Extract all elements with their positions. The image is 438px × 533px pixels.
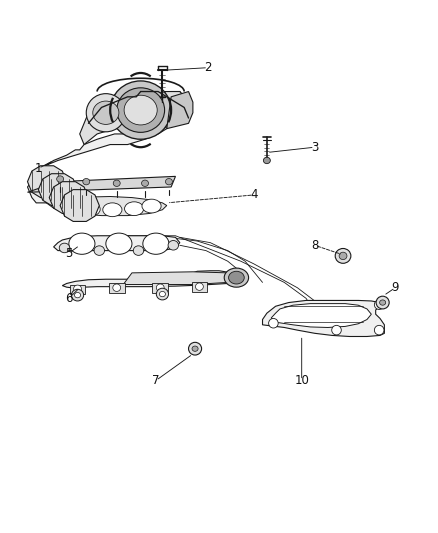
Ellipse shape [74, 293, 81, 298]
Ellipse shape [143, 233, 169, 254]
Polygon shape [45, 197, 167, 216]
Polygon shape [28, 92, 188, 203]
Polygon shape [62, 271, 241, 288]
Ellipse shape [124, 95, 157, 125]
Polygon shape [167, 92, 193, 128]
Ellipse shape [142, 199, 161, 213]
Ellipse shape [141, 180, 148, 187]
Text: 1: 1 [35, 162, 42, 175]
Text: 10: 10 [294, 374, 309, 387]
Polygon shape [60, 190, 99, 221]
Ellipse shape [166, 179, 173, 185]
Text: 5: 5 [65, 247, 73, 260]
Ellipse shape [224, 268, 249, 287]
Ellipse shape [133, 246, 144, 255]
Polygon shape [271, 304, 371, 327]
Ellipse shape [83, 179, 90, 185]
Ellipse shape [188, 342, 201, 355]
Ellipse shape [110, 81, 171, 139]
Ellipse shape [94, 246, 105, 255]
Ellipse shape [59, 199, 78, 213]
Ellipse shape [268, 318, 278, 328]
Ellipse shape [113, 180, 120, 187]
Ellipse shape [332, 325, 341, 335]
Text: 2: 2 [205, 61, 212, 74]
Polygon shape [191, 282, 207, 292]
Text: 8: 8 [311, 239, 318, 252]
Text: 3: 3 [311, 141, 318, 154]
Ellipse shape [93, 101, 119, 124]
Ellipse shape [374, 300, 384, 310]
Text: 6: 6 [65, 292, 73, 305]
Polygon shape [80, 92, 188, 144]
Ellipse shape [74, 285, 81, 293]
Ellipse shape [159, 292, 166, 297]
Ellipse shape [192, 346, 198, 351]
Ellipse shape [113, 284, 120, 292]
Polygon shape [262, 301, 385, 336]
Ellipse shape [59, 243, 70, 253]
Ellipse shape [376, 296, 389, 309]
Ellipse shape [156, 284, 164, 292]
Ellipse shape [374, 325, 384, 335]
Ellipse shape [86, 94, 125, 132]
Polygon shape [28, 166, 67, 198]
Ellipse shape [117, 88, 165, 132]
Ellipse shape [69, 233, 95, 254]
Text: 4: 4 [250, 189, 258, 201]
Ellipse shape [106, 233, 132, 254]
Ellipse shape [103, 203, 122, 216]
Ellipse shape [124, 202, 144, 216]
Ellipse shape [380, 300, 386, 305]
Text: 7: 7 [152, 374, 159, 387]
Ellipse shape [229, 271, 244, 284]
Polygon shape [53, 236, 180, 251]
Ellipse shape [195, 283, 203, 290]
Ellipse shape [71, 289, 84, 301]
Ellipse shape [156, 288, 169, 300]
Ellipse shape [81, 203, 100, 216]
Text: 9: 9 [392, 281, 399, 294]
Polygon shape [109, 284, 124, 293]
Polygon shape [70, 285, 85, 294]
Polygon shape [39, 174, 78, 206]
Polygon shape [152, 284, 168, 293]
Polygon shape [123, 272, 237, 285]
Polygon shape [49, 182, 88, 214]
Ellipse shape [168, 240, 179, 250]
Ellipse shape [263, 157, 270, 164]
Ellipse shape [335, 248, 351, 263]
Ellipse shape [57, 176, 64, 182]
Ellipse shape [339, 252, 347, 260]
Polygon shape [28, 176, 176, 192]
